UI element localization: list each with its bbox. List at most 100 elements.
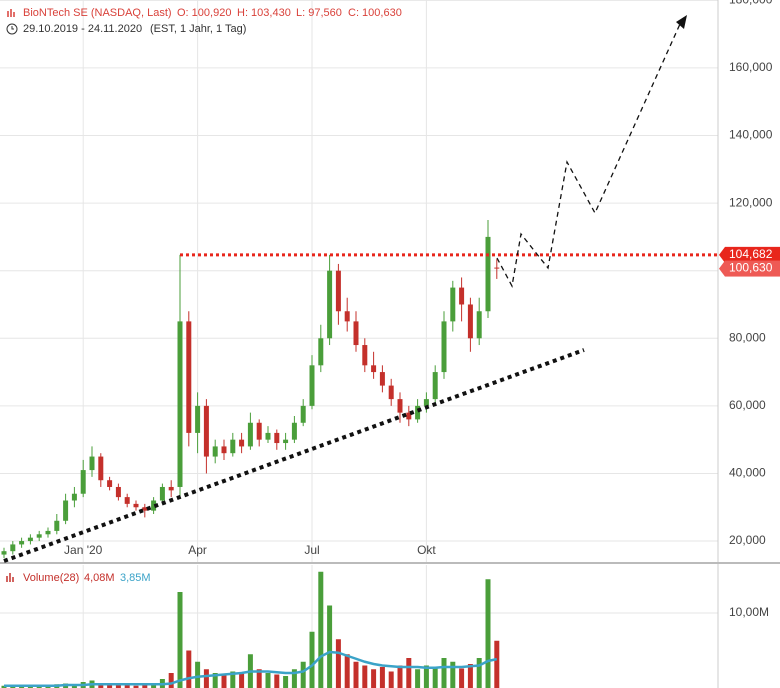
candle-body — [80, 470, 86, 494]
projection — [496, 23, 681, 288]
volume-icon — [6, 573, 14, 582]
ohlc-label: H: 103,430 — [237, 7, 291, 19]
volume-bar — [441, 658, 447, 688]
volume-bar — [353, 661, 359, 688]
volume-bar — [274, 674, 280, 688]
y-tick-label: 10,00M — [729, 605, 769, 619]
volume-bar — [142, 685, 148, 688]
y-tick-label: 20,000 — [729, 533, 766, 547]
volume-bar — [494, 640, 500, 688]
candle-body — [256, 422, 262, 440]
clock-icon — [6, 23, 18, 35]
volume-bar — [10, 686, 16, 688]
volume-bar — [195, 661, 201, 688]
date-range: 29.10.2019 - 24.11.2020 — [23, 23, 142, 35]
x-tick-label: Okt — [417, 543, 436, 557]
candle-body — [36, 534, 42, 538]
volume-bar — [291, 669, 297, 688]
volume-legend: Volume(28) 4,08M 3,85M — [6, 572, 151, 584]
candle-body — [406, 412, 412, 420]
volume-title: Volume(28) — [23, 572, 79, 584]
candle-body — [335, 270, 341, 312]
candle-body — [159, 486, 165, 501]
candle-body — [177, 321, 183, 487]
volume-bar — [115, 685, 121, 688]
volume-bar — [212, 673, 218, 688]
volume-bar — [388, 671, 394, 688]
volume-bar — [344, 654, 350, 688]
candle-body — [221, 446, 227, 454]
candle-body — [247, 422, 253, 447]
y-tick-label: 160,000 — [729, 60, 773, 74]
volume-bar — [239, 673, 245, 688]
volume-bar — [459, 668, 465, 688]
candle-body — [344, 311, 350, 322]
candle-body — [300, 405, 306, 423]
candle-body — [397, 399, 403, 413]
candle-body — [274, 432, 280, 444]
y-tick-label: 180,000 — [729, 0, 773, 7]
candle-body — [10, 544, 16, 552]
candle-body — [212, 446, 218, 457]
volume-bar — [283, 676, 289, 688]
volume-bar — [397, 665, 403, 688]
grid — [0, 0, 718, 688]
candle-body — [476, 311, 482, 339]
ohlc-label: L: 97,560 — [296, 7, 342, 19]
candle-body — [203, 405, 209, 457]
volume-bar — [151, 684, 157, 688]
volume-bar — [230, 671, 236, 688]
volume-bar — [450, 661, 456, 688]
candle-body — [353, 321, 359, 346]
candle-body — [309, 365, 315, 406]
candle-body — [388, 385, 394, 400]
candle-body — [89, 456, 95, 471]
last-label-arrow — [719, 260, 725, 277]
title: BioNTech SE (NASDAQ, Last) — [23, 7, 172, 19]
volume-bar — [318, 571, 324, 688]
candle-body — [230, 439, 236, 454]
candle-body — [45, 530, 51, 535]
candle-body — [318, 338, 324, 366]
candle-body — [168, 486, 174, 491]
volume-bar — [27, 686, 33, 688]
x-tick-label: Apr — [188, 543, 207, 557]
candle-body — [195, 405, 201, 433]
candle-body — [71, 493, 77, 501]
candle-body — [450, 287, 456, 322]
candle-body — [362, 345, 368, 366]
candle-body — [54, 520, 60, 531]
volume-bar — [476, 658, 482, 688]
volume-bar — [265, 673, 271, 688]
candle-body — [19, 541, 25, 545]
volume-bar — [300, 661, 306, 688]
y-tick-label: 80,000 — [729, 330, 766, 344]
candle-body — [63, 500, 69, 521]
candle-body — [115, 486, 121, 498]
volume-last: 4,08M — [84, 572, 115, 584]
projection-arrow — [676, 15, 687, 29]
candle-body — [133, 503, 139, 508]
candle-body — [291, 422, 297, 440]
volume-bar — [221, 674, 227, 688]
volume-bar — [177, 592, 183, 688]
volume-bar — [362, 665, 368, 688]
candle-body — [142, 507, 148, 511]
header: BioNTech SE (NASDAQ, Last) O: 100,920 H:… — [6, 7, 402, 35]
volume-bar — [256, 669, 262, 688]
candle-body — [1, 551, 7, 555]
candle-body — [432, 372, 438, 400]
volume-bar — [168, 673, 174, 688]
candle-body — [415, 405, 421, 420]
candle-body — [27, 537, 33, 542]
volume-bar — [406, 658, 412, 688]
volume-bar — [98, 683, 104, 688]
y-tick-label: 40,000 — [729, 466, 766, 480]
volume-bar — [379, 667, 385, 688]
volume-bar — [371, 669, 377, 688]
trend-line — [3, 348, 585, 563]
volume-bar — [467, 664, 473, 688]
candle-body — [98, 456, 104, 481]
volume-bar — [203, 669, 209, 688]
